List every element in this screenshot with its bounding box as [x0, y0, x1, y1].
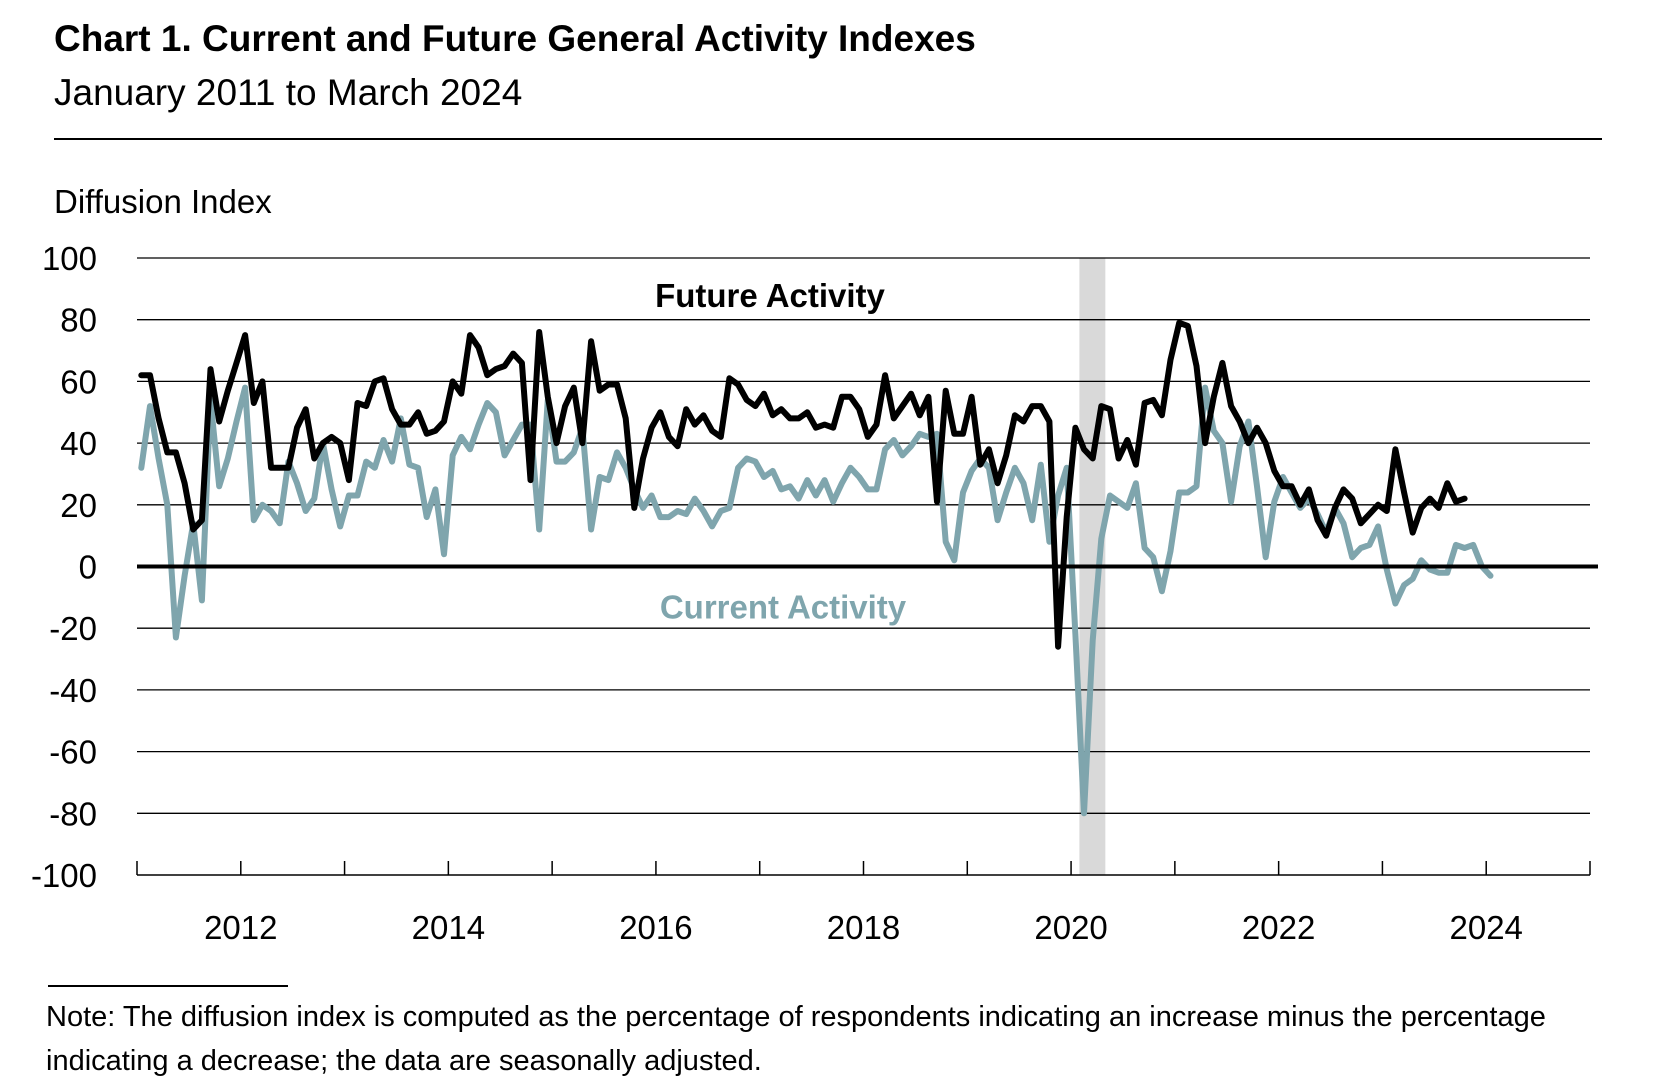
x-tick-label: 2022 [1242, 909, 1315, 946]
y-tick-label: 20 [60, 487, 97, 524]
line-chart: 100 80 60 40 20 0 -20 -40 -60 -80 -100 2012 2014 2016… [31, 240, 1598, 946]
chart-note: Note: The diffusion index is computed as… [46, 1001, 1546, 1077]
x-tick-label: 2018 [827, 909, 900, 946]
x-tick-label: 2016 [619, 909, 692, 946]
future-activity-line [138, 319, 1468, 650]
y-axis-label: Diffusion Index [54, 183, 272, 220]
x-tick-label: 2014 [412, 909, 485, 946]
y-tick-label: 40 [60, 425, 97, 462]
y-tick-label: 100 [42, 240, 97, 277]
x-tick-label: 2024 [1450, 909, 1523, 946]
chart-title: Chart 1. Current and Future General Acti… [54, 18, 976, 59]
x-tick-label: 2012 [204, 909, 277, 946]
y-tick-label: 80 [60, 302, 97, 339]
future-activity-annotation: Future Activity [655, 277, 885, 314]
current-activity-line [138, 384, 1494, 817]
y-tick-label: -80 [49, 795, 97, 832]
y-tick-label: -40 [49, 672, 97, 709]
note-divider [48, 985, 288, 987]
y-tick-label: -60 [49, 734, 97, 771]
chart-subtitle: January 2011 to March 2024 [54, 72, 523, 113]
current-activity-annotation: Current Activity [660, 589, 907, 626]
title-divider [54, 138, 1602, 140]
y-tick-label: -100 [31, 857, 97, 894]
x-tick-label: 2020 [1034, 909, 1107, 946]
y-tick-label: 0 [79, 549, 97, 586]
y-tick-label: -20 [49, 610, 97, 647]
y-tick-label: 60 [60, 363, 97, 400]
